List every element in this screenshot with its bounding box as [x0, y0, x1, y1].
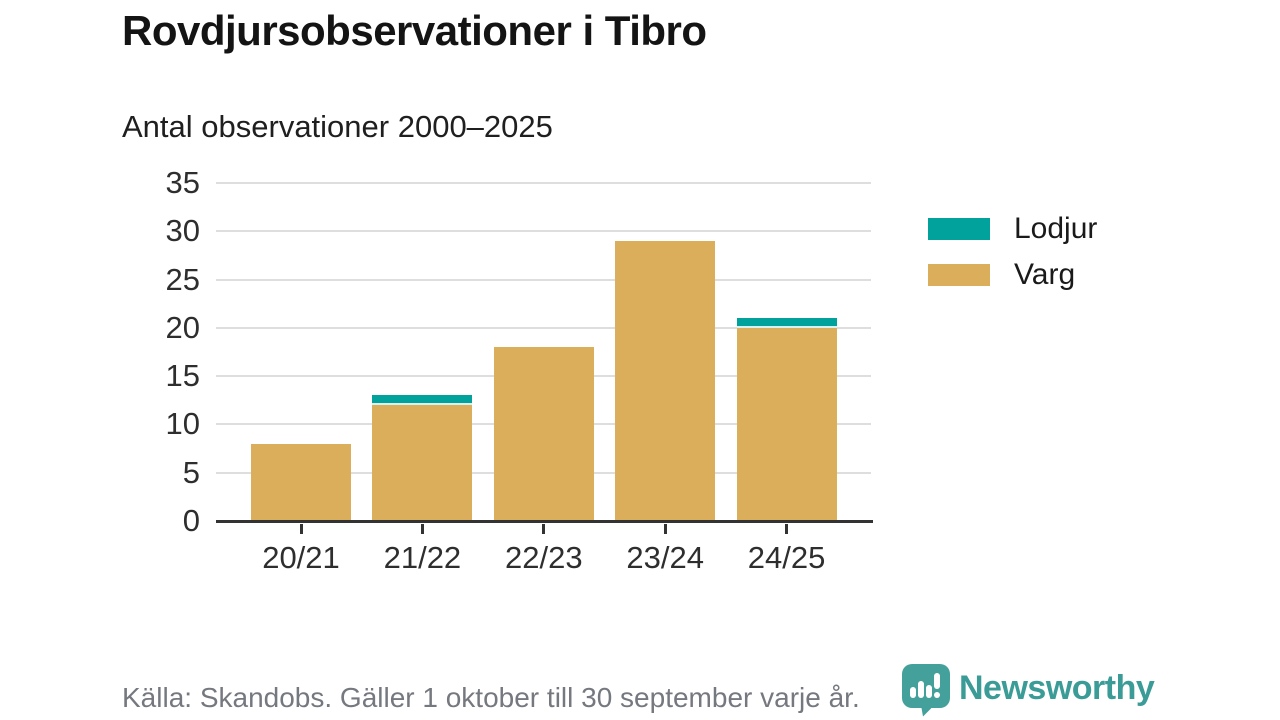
- bar-group: [372, 183, 473, 521]
- y-tick-label: 10: [165, 406, 200, 442]
- newsworthy-logo: Newsworthy: [901, 663, 1155, 717]
- x-axis-tick: [420, 524, 424, 534]
- x-axis-line: [216, 520, 873, 523]
- x-tick-label: 21/22: [383, 540, 462, 575]
- y-tick-label: 0: [182, 503, 200, 538]
- page-title: Rovdjursobservationer i Tibro: [122, 7, 707, 54]
- y-tick-label: 15: [165, 358, 200, 394]
- gridline: [216, 182, 871, 184]
- y-tick-label: 25: [165, 261, 200, 297]
- bar-segment-varg-21-22: [372, 405, 473, 521]
- y-tick-label: 30: [165, 213, 200, 249]
- y-tick-label: 5: [182, 454, 200, 490]
- y-tick-label: 20: [165, 309, 200, 345]
- x-tick-label: 23/24: [626, 540, 704, 575]
- legend-label-lodjur: Lodjur: [1014, 212, 1098, 245]
- source-note: Källa: Skandobs. Gäller 1 oktober till 3…: [122, 682, 860, 713]
- chart-legend: Lodjur Varg: [928, 206, 1097, 298]
- bar-group: [251, 183, 351, 521]
- newsworthy-speech-bubble-icon: [902, 664, 950, 717]
- x-axis-tick: [785, 524, 789, 534]
- bar-segment-varg-24-25: [736, 328, 837, 521]
- x-tick-label: 20/21: [262, 540, 340, 575]
- legend-swatch-varg: [928, 264, 990, 286]
- bar-segment-lodjur-24-25: [736, 318, 837, 328]
- bar-group: [493, 183, 594, 521]
- legend-label-varg: Varg: [1014, 258, 1076, 291]
- x-tick-label: 24/25: [747, 540, 826, 575]
- bar-group: [615, 183, 716, 521]
- gridline: [216, 278, 871, 281]
- bar-segment-varg-23-24: [615, 241, 716, 521]
- x-axis-tick: [542, 524, 546, 534]
- newsworthy-wordmark: Newsworthy: [959, 669, 1155, 707]
- legend-item-lodjur: Lodjur: [928, 206, 1097, 252]
- chart-subtitle: Antal observationer 2000–2025: [122, 109, 553, 144]
- legend-swatch-lodjur: [928, 218, 990, 240]
- legend-item-varg: Varg: [928, 252, 1097, 298]
- gridline: [216, 230, 871, 233]
- x-axis-tick: [299, 524, 303, 534]
- bar-group: [736, 183, 837, 521]
- x-axis-tick: [663, 524, 667, 534]
- bar-segment-varg-20-21: [251, 444, 351, 521]
- bar-chart-plot-area: 0 5 10 15 20 25 30 35 20/21 21/22 22/23 23/24 24/25: [166, 165, 873, 575]
- bar-segment-varg-22-23: [493, 347, 594, 521]
- x-tick-label: 22/23: [505, 540, 583, 575]
- gridline: [216, 326, 871, 329]
- bar-segment-lodjur-21-22: [372, 395, 473, 405]
- y-tick-label: 35: [165, 165, 200, 200]
